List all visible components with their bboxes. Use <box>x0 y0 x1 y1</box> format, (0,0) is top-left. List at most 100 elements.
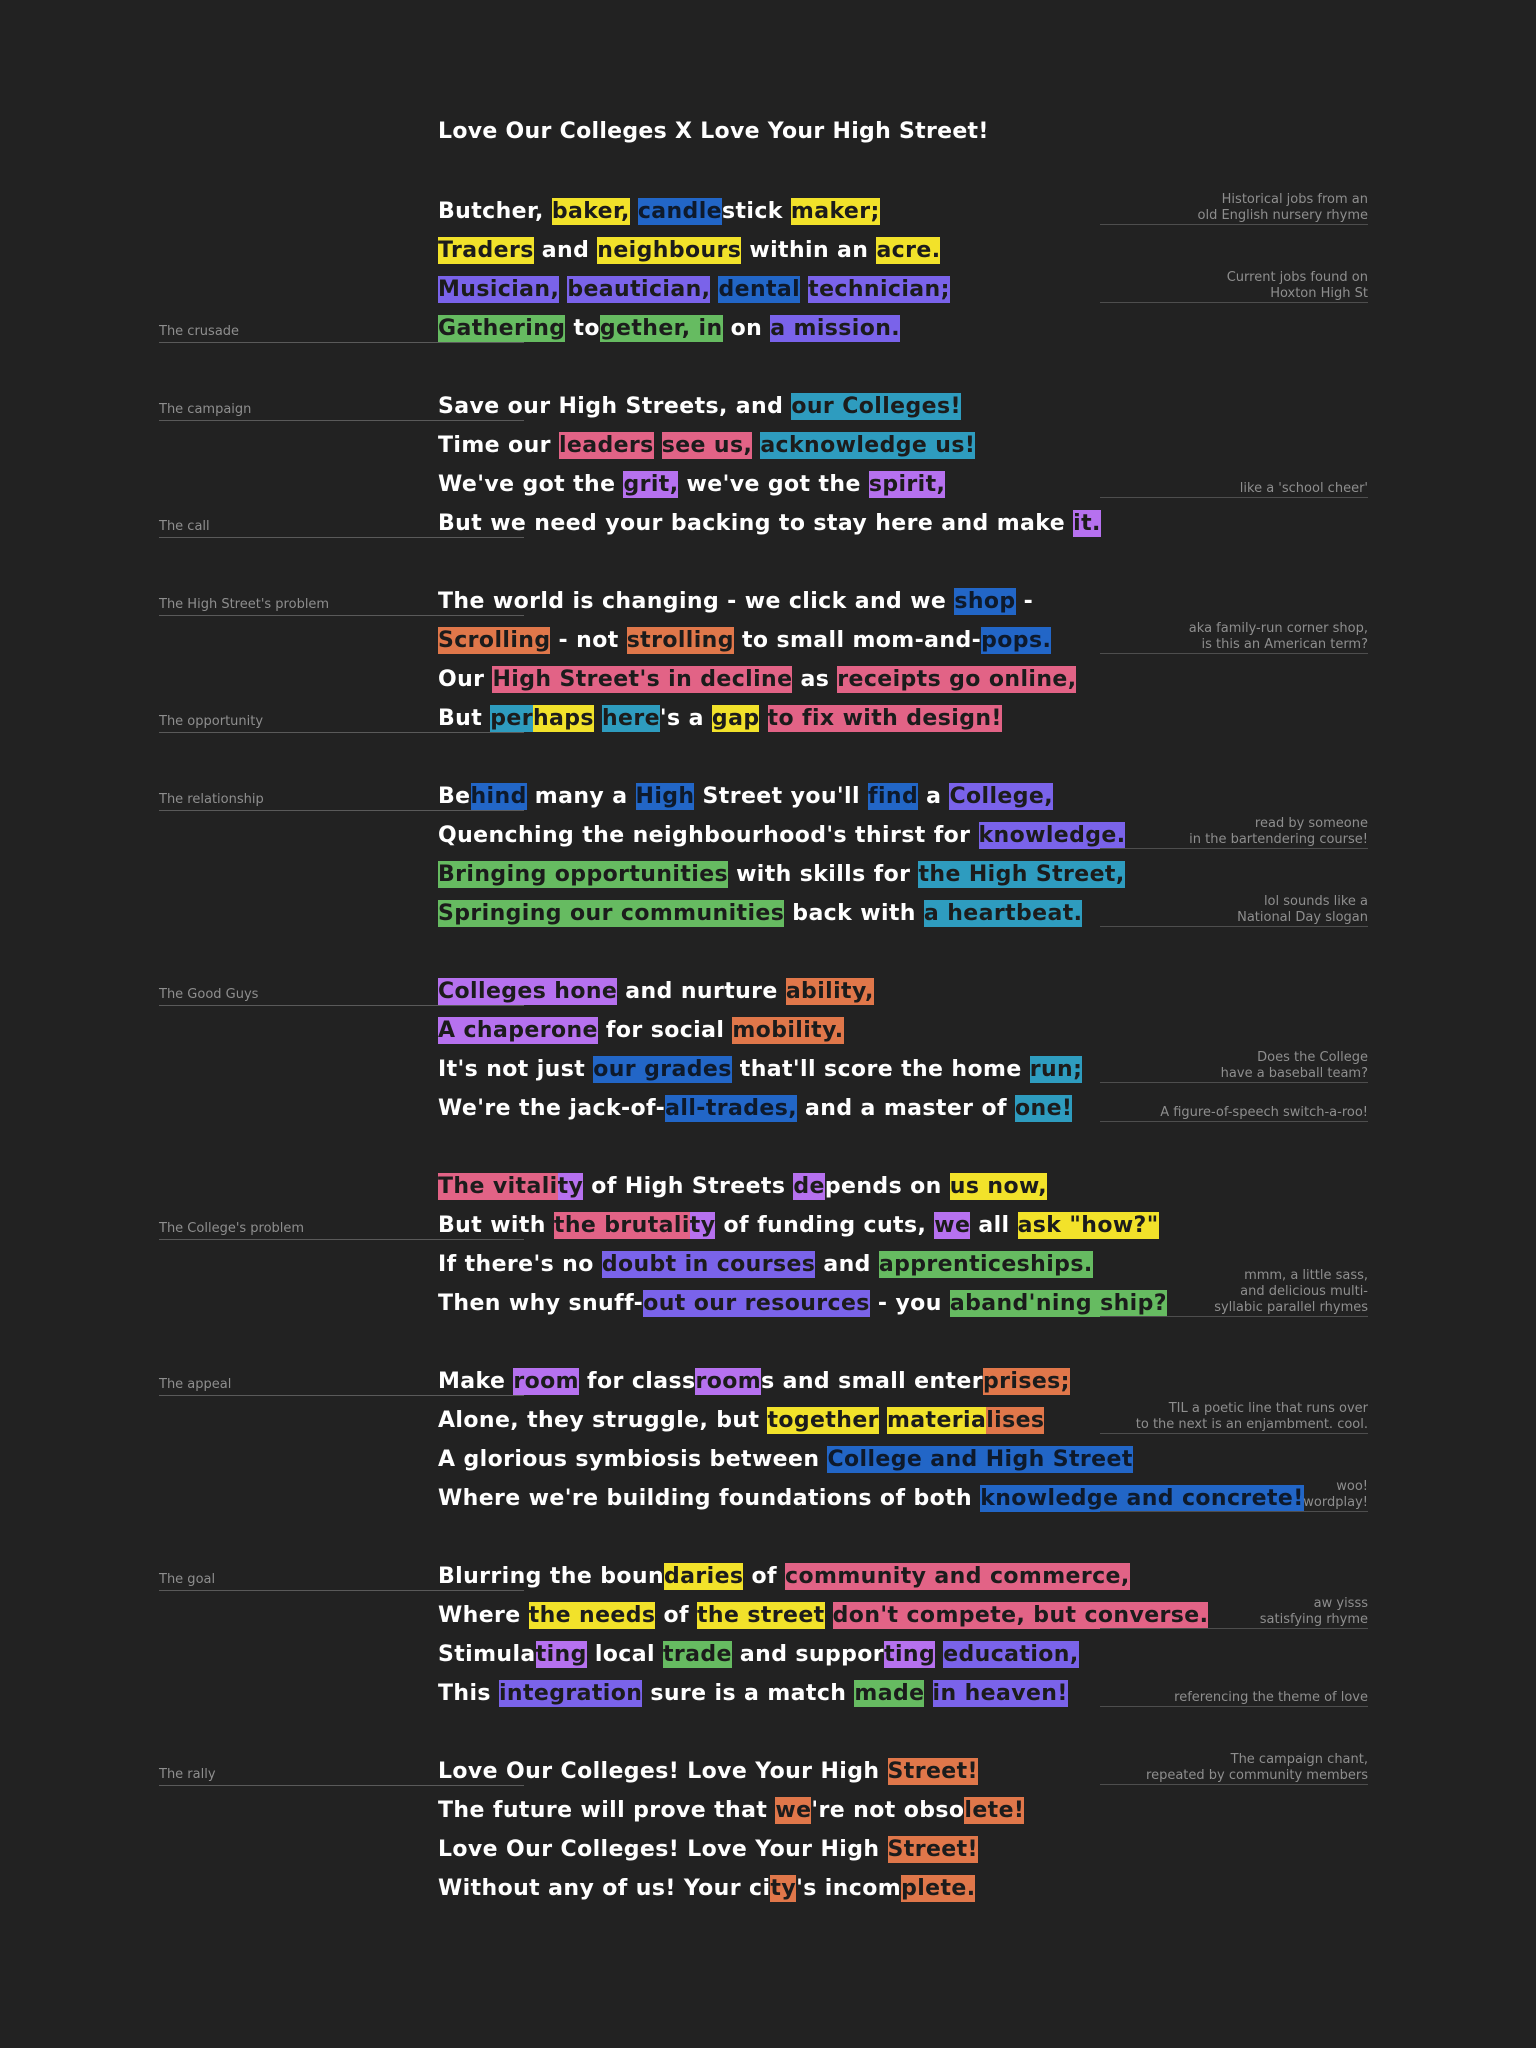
highlight-purple: de <box>793 1173 825 1200</box>
highlight-pink: High Street's in decline <box>492 666 793 693</box>
note-line: aka family-run corner shop, <box>1188 621 1368 636</box>
line-text: Then why snuff- <box>438 1291 644 1316</box>
line-text: stick <box>721 199 791 224</box>
note-line: Hoxton High St <box>1270 286 1368 301</box>
note-line: mmm, a little sass, <box>1244 1268 1368 1283</box>
highlight-yellow: haps <box>532 705 594 732</box>
line-text: within an <box>741 238 877 263</box>
line-text: all <box>970 1213 1018 1238</box>
line-text: for social <box>597 1018 733 1043</box>
note-line: satisfying rhyme <box>1259 1612 1368 1627</box>
line-text: Our <box>438 667 493 692</box>
highlight-indigo: College, <box>949 783 1053 810</box>
line-text: Love Our Colleges! Love Your High <box>438 1759 888 1784</box>
highlight-yellow: the needs <box>528 1602 656 1629</box>
poem-line: But perhaps here's a gap to fix with des… <box>438 704 1002 734</box>
highlight-teal: run; <box>1029 1056 1083 1083</box>
highlight-yellow: maker; <box>790 198 880 225</box>
highlight-orange: Scrolling <box>438 627 551 654</box>
line-text: Quenching the neighbourhood's thirst for <box>438 823 979 848</box>
highlight-pink: The vitali <box>438 1173 558 1200</box>
highlight-purple: room <box>513 1368 579 1395</box>
line-text: on <box>722 316 771 341</box>
highlight-pink: see us, <box>661 432 753 459</box>
poem-line: But with the brutality of funding cuts, … <box>438 1211 1159 1241</box>
poem-line: Quenching the neighbourhood's thirst for… <box>438 821 1126 851</box>
highlight-yellow: materia <box>886 1407 987 1434</box>
margin-note: aka family-run corner shop, is this an Am… <box>1100 621 1368 654</box>
highlight-yellow: acre. <box>876 237 941 264</box>
line-text: Butcher, <box>438 199 552 224</box>
line-text: But we need your backing to stay here an… <box>438 511 1074 536</box>
line-text: - <box>1015 589 1034 614</box>
highlight-yellow: Traders <box>438 237 534 264</box>
line-text <box>800 276 808 303</box>
poem-line: Love Our Colleges! Love Your High Street… <box>438 1835 978 1865</box>
section-label: The High Street's problem <box>159 597 524 616</box>
line-text: A glorious symbiosis between <box>438 1447 828 1472</box>
highlight-teal: the High Street, <box>918 861 1125 888</box>
line-text: We've got the <box>438 472 624 497</box>
poem-line: But we need your backing to stay here an… <box>438 509 1101 539</box>
highlight-purple: we <box>934 1212 971 1239</box>
poem-line: We've got the grit, we've got the spirit… <box>438 470 946 500</box>
highlight-orange: Street! <box>887 1836 978 1863</box>
highlight-blue: High <box>635 783 695 810</box>
highlight-yellow: neighbours <box>597 237 742 264</box>
line-text: - you <box>869 1291 950 1316</box>
highlight-purple: Colleges hone <box>438 978 618 1005</box>
line-text: The world is changing - we click and we <box>438 589 955 614</box>
line-text: that'll score the home <box>731 1057 1030 1082</box>
highlight-blue: our grades <box>593 1056 732 1083</box>
note-line: is this an American term? <box>1201 637 1368 652</box>
highlight-yellow: ask "how?" <box>1017 1212 1159 1239</box>
highlight-purple: A chaperone <box>438 1017 598 1044</box>
highlight-orange: lete! <box>964 1797 1025 1824</box>
highlight-indigo: education, <box>943 1641 1079 1668</box>
line-text: many a <box>526 784 636 809</box>
highlight-teal: a heartbeat. <box>923 900 1083 927</box>
poem-title: Love Our Colleges X Love Your High Stree… <box>438 119 989 144</box>
highlight-indigo: knowledge. <box>978 822 1126 849</box>
poem-line: This integration sure is a match made in… <box>438 1679 1068 1709</box>
poem-line: Bringing opportunities with skills for t… <box>438 860 1125 890</box>
note-line: and delicious multi- <box>1240 1284 1368 1299</box>
highlight-indigo: technician; <box>808 276 950 303</box>
note-line: repeated by community members <box>1146 1768 1368 1783</box>
highlight-indigo: doubt in courses <box>601 1251 816 1278</box>
line-text: of funding cuts, <box>715 1213 935 1238</box>
highlight-purple: it. <box>1073 510 1101 537</box>
highlight-orange: ability, <box>785 978 874 1005</box>
poem-line: Springing our communities back with a he… <box>438 899 1083 929</box>
margin-note: read by someone in the bartendering cours… <box>1100 816 1368 849</box>
line-text: Street you'll <box>694 784 868 809</box>
highlight-teal: per <box>490 705 533 732</box>
highlight-indigo: integration <box>498 1680 643 1707</box>
highlight-teal: one! <box>1015 1095 1073 1122</box>
poem-line: Behind many a High Street you'll find a … <box>438 782 1053 812</box>
highlight-teal: our Colleges! <box>791 393 961 420</box>
line-text: But with <box>438 1213 554 1238</box>
line-text: of <box>655 1603 698 1628</box>
line-text: 're not obso <box>811 1798 965 1823</box>
section-label: The College's problem <box>159 1221 524 1240</box>
line-text <box>654 432 662 459</box>
poem-line: Without any of us! Your city's incomplet… <box>438 1874 976 1904</box>
line-text: local <box>586 1642 663 1667</box>
line-text: - not <box>550 628 627 653</box>
highlight-green: Springing our communities <box>438 900 785 927</box>
poem-line: Where we're building foundations of both… <box>438 1484 1304 1514</box>
poem-line: We're the jack-of-all-trades, and a mast… <box>438 1094 1073 1124</box>
section-label: The call <box>159 519 524 538</box>
section-label: The Good Guys <box>159 987 524 1006</box>
highlight-orange: ty <box>770 1875 797 1902</box>
line-text <box>924 1680 932 1707</box>
highlight-blue: pops. <box>981 627 1052 654</box>
highlight-purple: grit, <box>623 471 679 498</box>
line-text: Where <box>438 1603 529 1628</box>
highlight-purple: ting <box>535 1641 587 1668</box>
line-text: we've got the <box>678 472 869 497</box>
highlight-pink: to fix with design! <box>767 705 1002 732</box>
line-text: of <box>743 1564 786 1589</box>
note-line: National Day slogan <box>1237 910 1368 925</box>
